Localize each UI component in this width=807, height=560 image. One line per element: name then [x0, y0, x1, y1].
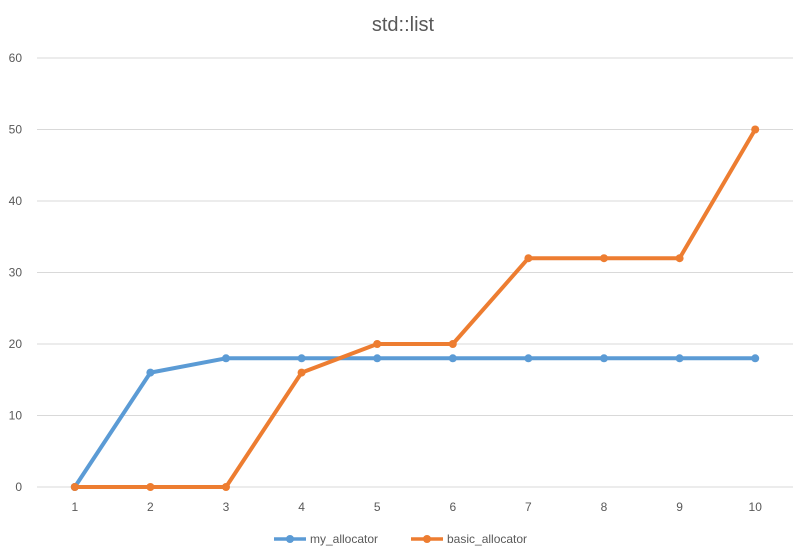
legend-marker-my-allocator — [286, 535, 294, 543]
legend-item-basic-allocator: basic_allocator — [411, 532, 527, 546]
x-tick-label: 10 — [749, 500, 763, 514]
x-tick-label: 7 — [525, 500, 532, 514]
chart-title: std::list — [372, 14, 435, 36]
y-axis-tick-labels: 0 10 20 30 40 50 60 — [9, 51, 23, 494]
x-tick-label: 9 — [676, 500, 683, 514]
x-tick-label: 6 — [449, 500, 456, 514]
gridlines — [37, 57, 793, 488]
y-tick-label: 0 — [15, 480, 22, 494]
data-point-basic-allocator — [222, 483, 230, 491]
x-tick-label: 4 — [298, 500, 305, 514]
legend: my_allocator basic_allocator — [274, 532, 527, 546]
data-point-basic-allocator — [751, 125, 760, 134]
y-tick-label: 20 — [9, 337, 23, 351]
data-point-my-allocator — [297, 354, 306, 363]
series-basic-allocator — [70, 125, 760, 491]
data-point-basic-allocator — [70, 483, 79, 491]
y-tick-label: 40 — [9, 194, 23, 208]
x-tick-label: 3 — [223, 500, 230, 514]
y-tick-label: 10 — [9, 409, 23, 423]
data-point-my-allocator — [448, 354, 457, 363]
data-point-basic-allocator — [297, 368, 306, 377]
x-tick-label: 2 — [147, 500, 154, 514]
x-axis-tick-labels: 1 2 3 4 5 6 7 8 9 10 — [71, 500, 762, 514]
data-point-basic-allocator — [600, 254, 608, 263]
data-point-my-allocator — [524, 354, 533, 363]
data-point-my-allocator — [222, 354, 230, 363]
series-line-my-allocator — [72, 356, 758, 489]
x-tick-label: 5 — [374, 500, 381, 514]
y-tick-label: 50 — [9, 123, 23, 137]
legend-label-basic-allocator: basic_allocator — [447, 532, 527, 546]
x-tick-label: 8 — [601, 500, 608, 514]
data-point-my-allocator — [146, 368, 155, 377]
data-point-basic-allocator — [373, 340, 382, 348]
data-point-basic-allocator — [146, 483, 155, 491]
legend-label-my-allocator: my_allocator — [310, 532, 378, 546]
data-point-my-allocator — [675, 354, 684, 363]
series-line-basic-allocator — [72, 127, 758, 489]
series-lines — [70, 125, 760, 491]
data-point-basic-allocator — [675, 254, 684, 263]
x-tick-label: 1 — [71, 500, 78, 514]
data-point-my-allocator — [373, 354, 382, 363]
data-point-my-allocator — [600, 354, 608, 363]
series-my-allocator — [70, 354, 760, 491]
data-point-basic-allocator — [448, 340, 457, 348]
y-tick-label: 60 — [9, 51, 23, 65]
y-tick-label: 30 — [9, 266, 23, 280]
legend-item-my-allocator: my_allocator — [274, 532, 378, 546]
data-point-my-allocator — [751, 354, 760, 363]
data-point-basic-allocator — [524, 254, 533, 263]
legend-marker-basic-allocator — [423, 535, 431, 543]
